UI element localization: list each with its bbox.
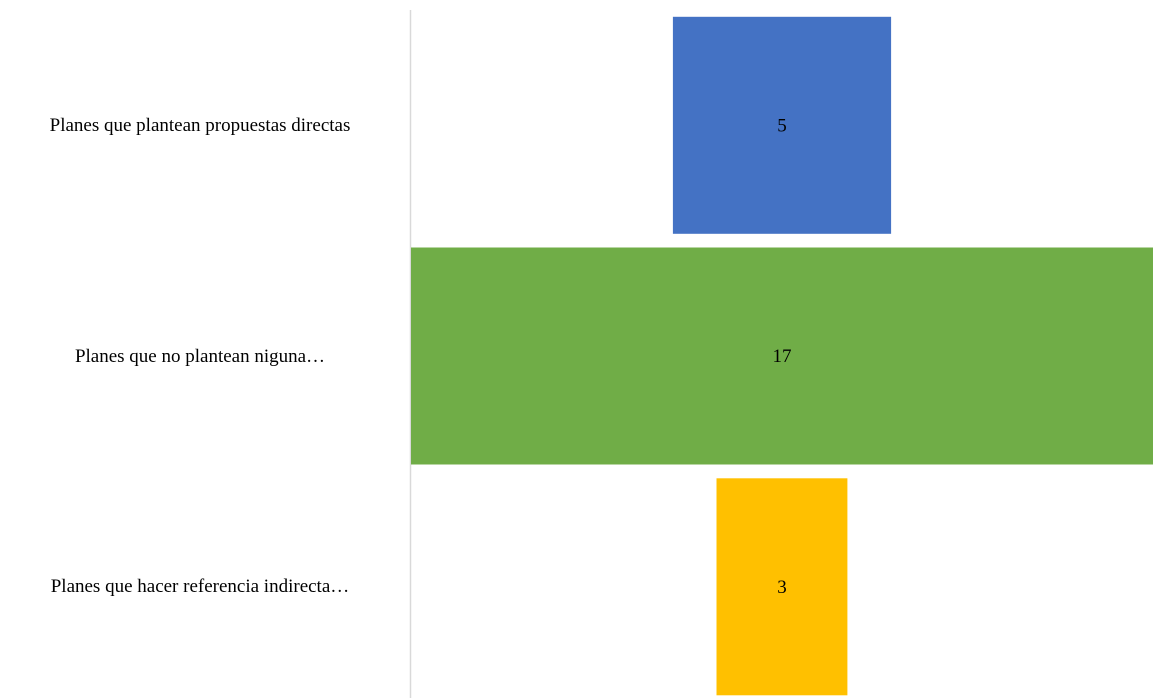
data-labels: 5 17 3	[773, 115, 792, 598]
data-label: 5	[777, 115, 787, 136]
bars	[411, 16, 1153, 696]
bar	[716, 478, 848, 696]
bar	[672, 16, 892, 234]
category-label: Planes que no plantean niguna…	[75, 346, 325, 367]
category-label: Planes que plantean propuestas directas	[50, 115, 351, 136]
category-labels: Planes que plantean propuestas directas …	[50, 115, 351, 597]
category-label: Planes que hacer referencia indirecta…	[51, 576, 350, 597]
data-label: 3	[777, 577, 787, 598]
bar	[411, 247, 1153, 465]
data-label: 17	[773, 346, 792, 367]
